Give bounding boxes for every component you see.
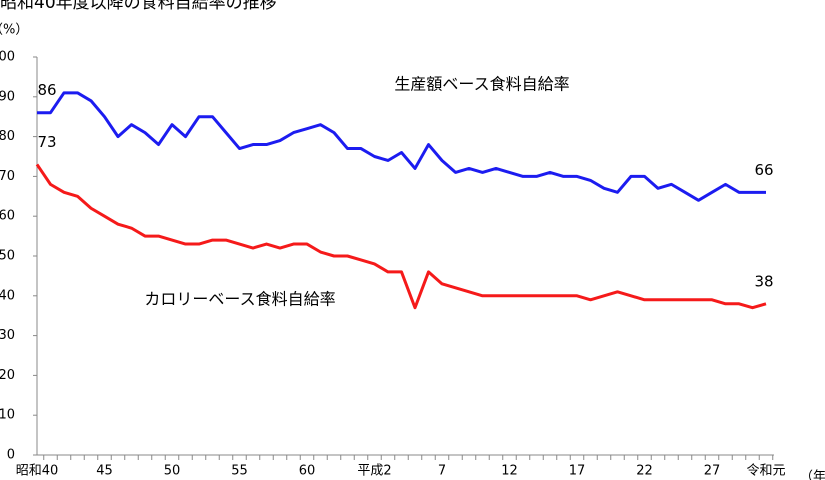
x-axis-label: （年度） [800,469,825,480]
x-tick-label: 45 [96,464,113,479]
series-label: カロリーベース食料自給率 [144,290,335,309]
y-tick-label: 90 [0,89,15,104]
y-tick-label: 50 [0,249,15,264]
x-tick-label: 昭和40 [16,464,59,479]
y-axis-label: （%） [0,23,28,38]
x-tick-label: 50 [164,464,181,479]
y-tick-label: 40 [0,288,15,303]
x-tick-label: 22 [636,464,653,479]
y-tick-label: 30 [0,328,15,343]
y-tick-label: 100 [0,50,15,65]
y-tick-label: 60 [0,209,15,224]
y-tick-label: 70 [0,169,15,184]
y-tick-label: 20 [0,368,15,383]
y-tick-label: 80 [0,129,15,144]
x-tick-label: 平成2 [357,464,391,479]
x-tick-label: 60 [299,464,316,479]
x-tick-label: 27 [704,464,721,479]
chart-title: 昭和40年度以降の食料自給率の推移 [0,0,277,13]
x-tick-label: 12 [501,464,518,479]
x-tick-label: 令和元 [746,464,785,479]
series-line [35,163,767,310]
series-label: 生産額ベース食料自給率 [394,75,569,94]
x-tick-label: 7 [438,464,446,479]
x-tick-label: 17 [569,464,586,479]
data-label: 86 [37,81,56,99]
y-tick-label: 0 [7,448,15,463]
x-tick-label: 55 [231,464,248,479]
data-label: 73 [37,133,56,151]
y-tick-label: 10 [0,408,15,423]
data-label: 38 [754,272,773,290]
series-line [37,91,766,202]
data-label: 66 [754,161,773,179]
